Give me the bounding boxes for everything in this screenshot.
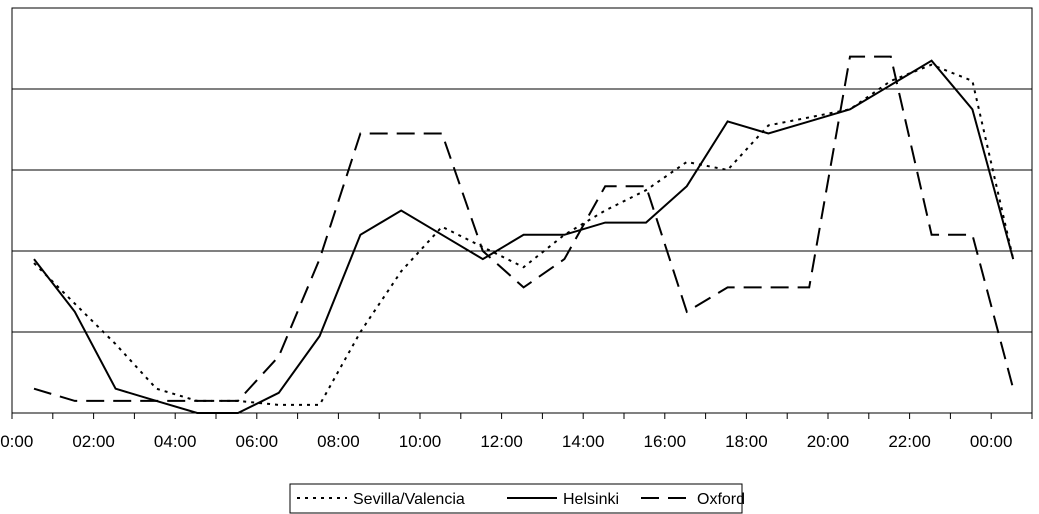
x-tick-label: 12:00 <box>480 432 523 451</box>
x-tick-label: 06:00 <box>236 432 279 451</box>
series-line-oxford <box>33 55 1015 402</box>
gridlines <box>12 88 1032 333</box>
legend: Sevilla/Valencia Helsinki Oxford <box>289 483 745 514</box>
legend-label: Sevilla/Valencia <box>353 491 465 508</box>
legend-label: Oxford <box>697 491 745 508</box>
x-tick-label: 02:00 <box>72 432 115 451</box>
x-tick-label: 14:00 <box>562 432 605 451</box>
legend-label: Helsinki <box>563 491 619 508</box>
x-tick-label: 22:00 <box>888 432 931 451</box>
x-tick-label: 08:00 <box>317 432 360 451</box>
x-tick-label: 10:00 <box>399 432 442 451</box>
x-tick-label: 20:00 <box>807 432 850 451</box>
plot-area <box>11 7 1033 414</box>
x-tick-label: 04:00 <box>154 432 197 451</box>
x-axis: 00:00 02:00 04:00 06:00 08:00 10:00 12:00 14:00… <box>0 413 1033 451</box>
x-tick-label: 16:00 <box>644 432 687 451</box>
x-tick-label: 00:00 <box>0 432 33 451</box>
series-line-helsinki <box>33 59 1015 414</box>
series-line-sevilla-valencia <box>33 63 1015 406</box>
series-lines <box>33 55 1015 414</box>
x-tick-label: 00:00 <box>970 432 1013 451</box>
plot-frame <box>11 7 1033 414</box>
x-tick-label: 18:00 <box>725 432 768 451</box>
